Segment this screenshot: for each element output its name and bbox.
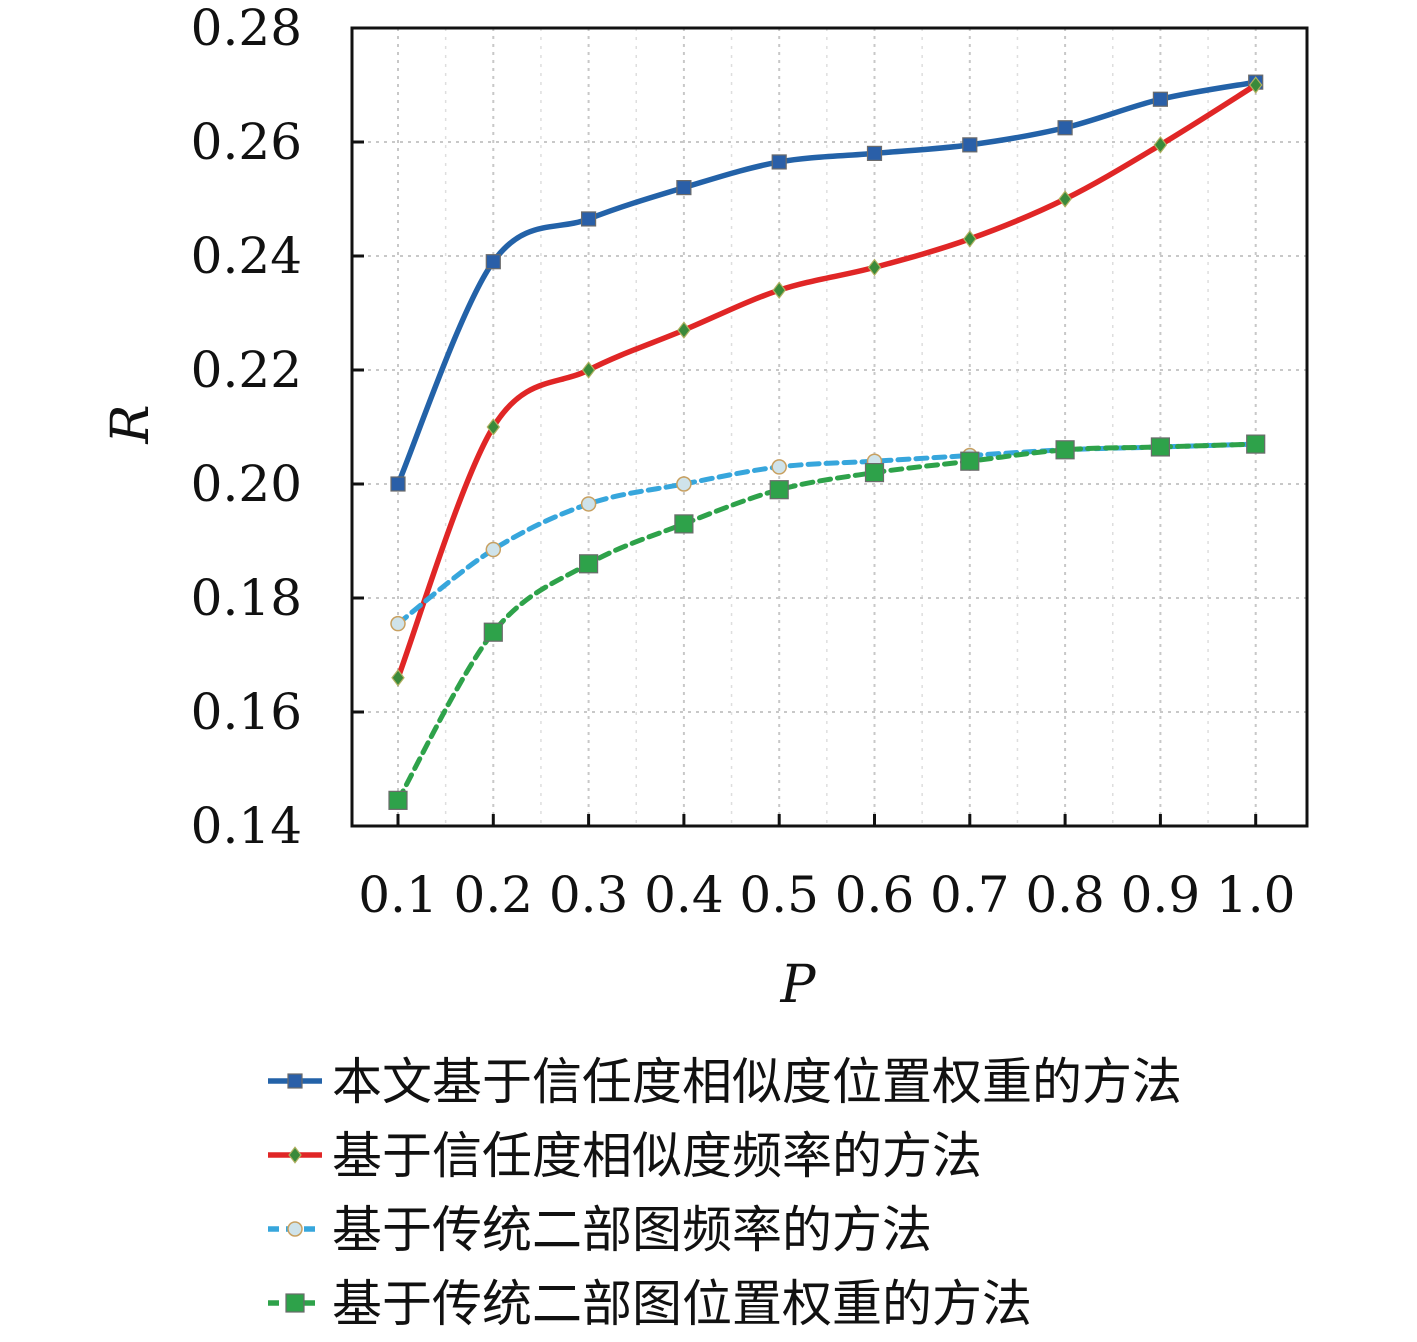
legend-label: 基于信任度相似度频率的方法 <box>332 1127 982 1185</box>
x-axis-ticks: 0.1 0.2 0.3 0.4 0.5 0.6 0.7 0.8 0.9 1.0 <box>358 814 1295 924</box>
data-point-series-3 <box>771 459 787 475</box>
data-point-series-1 <box>485 254 501 270</box>
data-point-series-2 <box>963 230 977 248</box>
x-tick-label: 0.6 <box>835 866 915 924</box>
data-point-series-2 <box>867 258 882 277</box>
y-tick-label: 0.18 <box>191 569 302 627</box>
data-point-series-2 <box>391 669 405 687</box>
data-point-series-4 <box>769 480 789 500</box>
y-tick-label: 0.14 <box>191 797 302 855</box>
legend-label: 基于传统二部图位置权重的方法 <box>332 1275 1032 1333</box>
data-point-series-2 <box>1058 190 1072 208</box>
x-tick-label: 1.0 <box>1216 866 1296 924</box>
legend-swatch-marker <box>287 1221 303 1237</box>
data-point-series-3 <box>580 496 597 512</box>
x-tick-label: 0.5 <box>739 866 819 924</box>
y-tick-label: 0.20 <box>191 455 302 513</box>
data-point-series-2 <box>677 321 691 339</box>
y-axis-label: R <box>101 404 161 444</box>
data-point-series-2 <box>772 281 786 299</box>
series-4 <box>388 434 1266 810</box>
data-point-series-2 <box>581 361 596 379</box>
x-tick-label: 0.4 <box>644 866 724 924</box>
data-point-series-1 <box>771 154 787 170</box>
data-point-series-4 <box>578 554 599 574</box>
data-point-series-1 <box>866 145 883 161</box>
data-point-series-1 <box>1057 120 1073 136</box>
data-point-series-3 <box>390 615 406 632</box>
y-tick-label: 0.16 <box>191 683 302 741</box>
legend-item-1: 本文基于信任度相似度位置权重的方法 <box>268 1053 1182 1111</box>
x-tick-label: 0.1 <box>358 866 438 924</box>
data-point-series-1 <box>580 211 597 227</box>
legend-label: 基于传统二部图频率的方法 <box>332 1201 932 1259</box>
series-2 <box>391 76 1263 687</box>
series-layer <box>388 74 1266 810</box>
data-point-series-2 <box>1248 76 1263 94</box>
data-point-series-1 <box>676 180 692 196</box>
x-tick-label: 0.8 <box>1025 866 1105 924</box>
y-tick-label: 0.28 <box>191 0 302 57</box>
data-point-series-1 <box>1152 91 1169 107</box>
legend-swatch-marker <box>288 1146 302 1164</box>
data-point-series-4 <box>1246 434 1266 454</box>
grid <box>352 28 1307 826</box>
data-point-series-4 <box>388 790 408 810</box>
data-point-series-1 <box>390 476 406 492</box>
x-tick-label: 0.9 <box>1121 866 1201 924</box>
series-1 <box>390 74 1264 492</box>
x-tick-label: 0.2 <box>454 866 534 924</box>
legend-item-4: 基于传统二部图位置权重的方法 <box>268 1275 1032 1333</box>
legend: 本文基于信任度相似度位置权重的方法基于信任度相似度频率的方法基于传统二部图频率的… <box>268 1053 1182 1333</box>
series-line-4 <box>395 441 1259 803</box>
data-point-series-2 <box>1153 136 1168 154</box>
data-point-series-1 <box>962 137 978 153</box>
data-point-series-4 <box>1150 437 1171 457</box>
y-tick-label: 0.26 <box>191 113 302 171</box>
plot-frame <box>350 26 1309 828</box>
data-point-series-3 <box>485 541 502 558</box>
data-point-series-3 <box>676 476 692 492</box>
y-tick-label: 0.24 <box>191 227 302 285</box>
legend-swatch-marker <box>287 1073 303 1089</box>
data-point-series-4 <box>864 463 885 483</box>
legend-item-2: 基于信任度相似度频率的方法 <box>268 1127 982 1185</box>
legend-label: 本文基于信任度相似度位置权重的方法 <box>332 1053 1182 1111</box>
legend-item-3: 基于传统二部图频率的方法 <box>268 1201 932 1259</box>
x-axis-label: P <box>780 955 817 1015</box>
data-point-series-2 <box>486 418 501 436</box>
x-tick-label: 0.7 <box>930 866 1010 924</box>
x-tick-label: 0.3 <box>549 866 629 924</box>
y-tick-label: 0.22 <box>191 341 302 399</box>
data-point-series-4 <box>674 514 694 534</box>
legend-swatch-marker <box>285 1293 305 1313</box>
data-point-series-4 <box>960 451 980 471</box>
y-axis-ticks: 0.14 0.16 0.18 0.20 0.22 0.24 0.26 0.28 <box>191 0 364 855</box>
data-point-series-4 <box>483 622 503 642</box>
data-point-series-4 <box>1055 440 1075 460</box>
